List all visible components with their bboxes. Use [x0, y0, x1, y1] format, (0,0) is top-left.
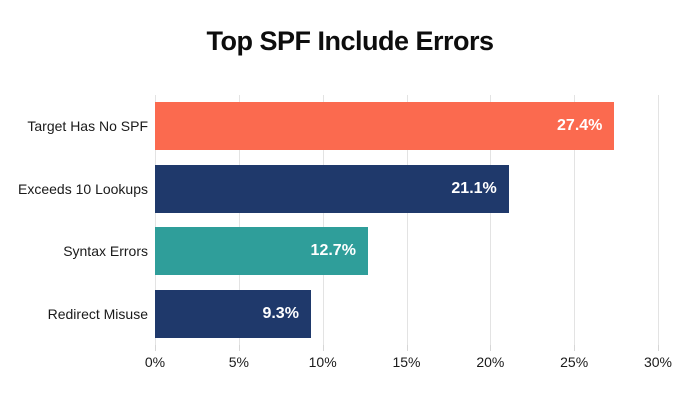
x-tick-label: 15% [392, 354, 421, 370]
gridline [322, 95, 324, 345]
axis-tick [406, 345, 408, 351]
bar-value-label: 21.1% [451, 179, 497, 197]
x-tick-label: 10% [308, 354, 337, 370]
gridline [490, 95, 492, 345]
x-tick-label: 30% [643, 354, 673, 370]
gridline [406, 95, 408, 345]
bar: 21.1% [155, 164, 509, 213]
category-label: Target Has No SPF [27, 118, 148, 135]
category-label: Exceeds 10 Lookups [18, 180, 148, 197]
axis-tick [658, 345, 659, 351]
category-label: Redirect Misuse [47, 305, 148, 322]
bar-value-label: 9.3% [262, 304, 299, 322]
bar: 9.3% [155, 289, 311, 338]
y-axis-labels: Target Has No SPF Exceeds 10 Lookups Synta… [0, 95, 148, 345]
x-axis-labels: 0% 5% 10% 15% 20% 25% 30% [145, 354, 672, 374]
x-tick-label: 25% [560, 354, 589, 370]
chart-title: Top SPF Include Errors [206, 26, 494, 56]
axis-tick [238, 345, 240, 351]
axis-tick [322, 345, 324, 351]
category-label: Syntax Errors [63, 243, 148, 260]
gridline [155, 95, 156, 345]
plot-area: 27.4% 21.1% 12.7% 9.3% [155, 95, 659, 351]
x-tick-label: 5% [228, 354, 249, 370]
x-tick-label: 0% [144, 354, 166, 370]
bar-value-label: 12.7% [310, 242, 356, 260]
gridline [574, 95, 576, 345]
x-tick-label: 20% [476, 354, 505, 370]
axis-tick [574, 345, 576, 351]
gridline [658, 95, 659, 345]
axis-tick [155, 345, 156, 351]
bar: 12.7% [155, 227, 368, 276]
axis-tick [490, 345, 492, 351]
bar: 27.4% [155, 102, 615, 151]
bar-value-label: 27.4% [557, 117, 603, 135]
gridline [238, 95, 240, 345]
